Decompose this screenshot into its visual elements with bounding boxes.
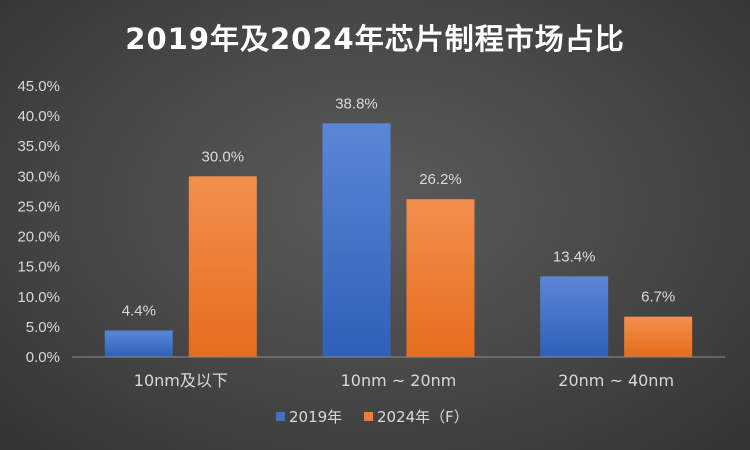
chart-title: 2019年及2024年芯片制程市场占比 [125,22,624,56]
legend-label: 2024年（F） [377,408,469,426]
y-tick-label: 45.0% [17,78,60,95]
x-category-label: 20nm ~ 40nm [558,371,674,390]
bar-value-label: 26.2% [419,171,462,188]
bar-series-2024 [406,199,475,357]
bar-value-label: 6.7% [641,289,675,306]
legend-label: 2019年 [289,408,342,426]
bar-value-label: 4.4% [122,303,156,320]
bar-series-2019 [104,330,173,357]
bar-value-label: 38.8% [335,95,378,112]
bar-series: 4.4% 30.0% 38.8% 26.2% 13.4% 6.7% [104,95,693,358]
bar-series-2019 [540,276,609,357]
bar-series-2024 [624,316,693,357]
x-category-label: 10nm ~ 20nm [341,371,457,390]
y-tick-label: 30.0% [17,168,60,185]
y-tick-label: 5.0% [26,319,60,336]
legend: 2019年 2024年（F） [276,408,469,426]
y-tick-label: 20.0% [17,229,60,246]
legend-swatch [276,412,285,421]
bar-value-label: 13.4% [553,248,596,265]
bar-value-label: 30.0% [202,148,245,165]
y-tick-label: 15.0% [17,259,60,276]
y-tick-label: 0.0% [26,349,60,366]
bar-series-2024 [188,176,257,357]
y-axis: 0.0% 5.0% 10.0% 15.0% 20.0% 25.0% 30.0% 35.0% 40… [17,78,60,366]
bar-series-2019 [322,123,391,358]
legend-swatch [364,412,373,421]
x-axis: 10nm及以下 10nm ~ 20nm 20nm ~ 40nm [72,356,725,390]
y-tick-label: 40.0% [17,108,60,125]
x-category-label: 10nm及以下 [134,371,228,390]
y-tick-label: 35.0% [17,138,60,155]
y-tick-label: 25.0% [17,198,60,215]
y-tick-label: 10.0% [17,289,60,306]
